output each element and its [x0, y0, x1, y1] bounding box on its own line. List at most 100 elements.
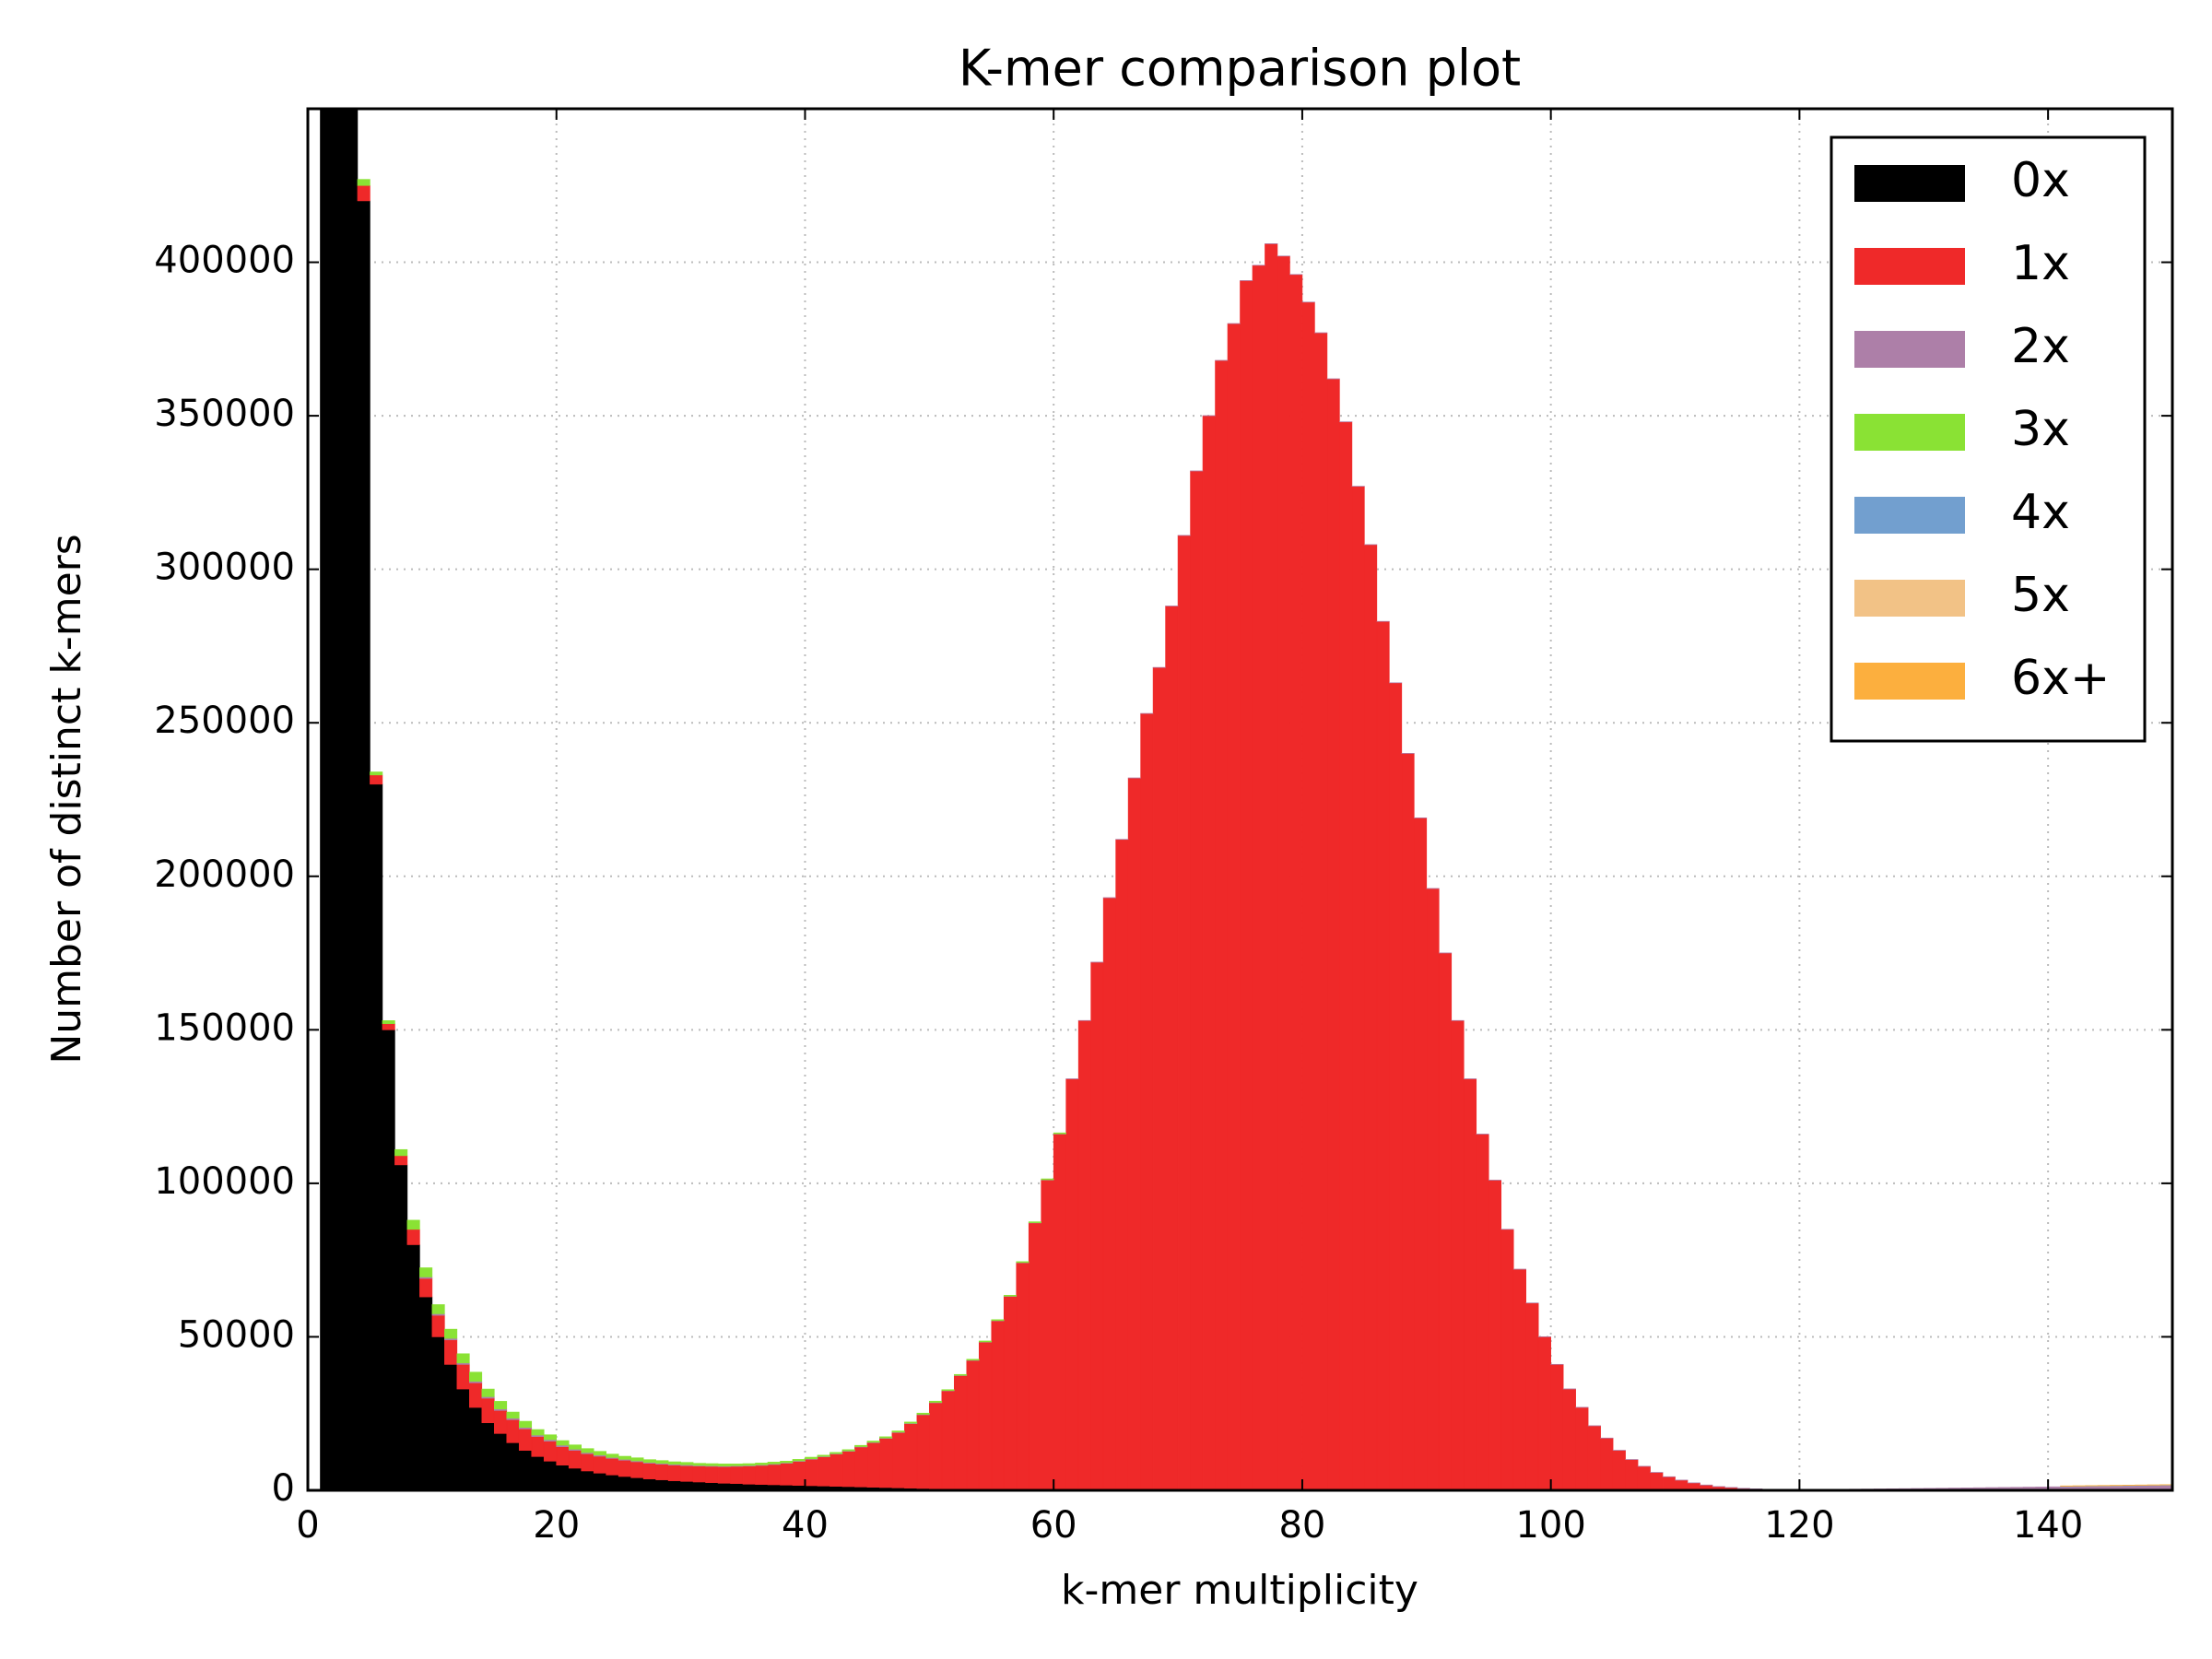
histogram-bar [717, 1466, 731, 1484]
histogram-bar [655, 1464, 669, 1480]
histogram-bar [493, 1433, 508, 1490]
y-tick-label: 250000 [154, 700, 295, 742]
histogram-bar [1476, 1134, 1489, 1490]
histogram-bar [568, 1467, 582, 1490]
histogram-bar [755, 1463, 769, 1465]
histogram-bar [382, 1020, 395, 1024]
legend-swatch [1854, 248, 1965, 285]
legend-swatch [1854, 663, 1965, 700]
histogram-bar [1426, 888, 1440, 1490]
histogram-bar [929, 1400, 943, 1403]
histogram-bar [357, 200, 371, 1490]
histogram-bar [954, 1375, 968, 1490]
histogram-bar [780, 1463, 794, 1486]
histogram-bar [966, 1359, 980, 1361]
histogram-bar [1016, 1261, 1030, 1264]
histogram-bar [518, 1420, 533, 1429]
histogram-bar [444, 1364, 458, 1490]
histogram-bar [1587, 1425, 1601, 1490]
histogram-bar [742, 1463, 756, 1466]
histogram-bar [692, 1465, 706, 1483]
histogram-bar [941, 1390, 955, 1489]
legend-label: 5x [2011, 568, 2070, 623]
x-tick-label: 40 [782, 1504, 829, 1547]
legend-label: 1x [2011, 236, 2070, 291]
y-tick-label: 150000 [154, 1006, 295, 1049]
histogram-bar [493, 1401, 508, 1410]
histogram-bar [382, 1023, 395, 1030]
histogram-bar [518, 1450, 533, 1490]
histogram-bar [1090, 961, 1104, 1490]
histogram-bar [456, 1364, 470, 1390]
histogram-bar [866, 1441, 880, 1443]
y-tick-label: 100000 [154, 1160, 295, 1203]
histogram-bar [1675, 1479, 1688, 1490]
histogram-bar [581, 1470, 594, 1490]
histogram-bar [1500, 1229, 1514, 1490]
histogram-bar [1177, 535, 1191, 1490]
histogram-bar [1240, 280, 1253, 1490]
histogram-bar [1463, 1078, 1477, 1490]
histogram-bar [630, 1477, 644, 1490]
chart-title: K-mer comparison plot [959, 40, 1521, 98]
histogram-bar [1215, 359, 1229, 1490]
histogram-bar [556, 1446, 570, 1465]
histogram-bar [481, 1397, 495, 1424]
y-tick-label: 300000 [154, 547, 295, 589]
histogram-bar [593, 1455, 606, 1474]
histogram-bar [717, 1464, 731, 1466]
histogram-bar [469, 1382, 483, 1408]
histogram-bar [1140, 712, 1154, 1490]
histogram-bar [978, 1340, 993, 1343]
histogram-bar [742, 1465, 756, 1485]
histogram-bar [1003, 1295, 1018, 1297]
histogram-bar [506, 1419, 520, 1443]
histogram-bar [680, 1465, 694, 1482]
histogram-bar [1314, 332, 1328, 1490]
histogram-bar [630, 1457, 644, 1462]
histogram-bar [543, 1441, 558, 1462]
histogram-bar [1265, 243, 1278, 1490]
histogram-bar [518, 1429, 533, 1451]
histogram-bar [866, 1442, 880, 1488]
histogram-bar [1289, 274, 1303, 1490]
histogram-bar [879, 1436, 893, 1439]
histogram-bar [817, 1454, 830, 1457]
histogram-bar [792, 1461, 806, 1486]
histogram-bar [1003, 1296, 1018, 1490]
legend-swatch [1854, 165, 1965, 202]
y-axis-label: Number of distinct k-mers [43, 534, 90, 1064]
x-tick-label: 100 [1515, 1504, 1585, 1547]
histogram-bar [406, 1244, 420, 1490]
histogram-bar [692, 1463, 706, 1466]
histogram-bar [394, 1148, 408, 1157]
histogram-bar [705, 1465, 719, 1483]
histogram-bar [581, 1453, 594, 1472]
histogram-bar [1625, 1459, 1639, 1490]
y-tick-label: 350000 [154, 393, 295, 435]
histogram-bar [1512, 1268, 1526, 1490]
histogram-bar [431, 1304, 445, 1314]
histogram-bar [805, 1456, 818, 1459]
legend-swatch [1854, 497, 1965, 534]
histogram-bar [1600, 1438, 1614, 1490]
histogram-bar [618, 1455, 631, 1460]
histogram-bar [730, 1465, 744, 1484]
histogram-bar [1401, 753, 1415, 1490]
histogram-bar [1637, 1465, 1651, 1490]
histogram-bar [991, 1320, 1005, 1490]
histogram-bar [655, 1479, 669, 1490]
histogram-bar [1053, 1132, 1066, 1135]
histogram-bar [667, 1480, 681, 1490]
x-tick-label: 20 [533, 1504, 580, 1547]
histogram-bar [1016, 1262, 1030, 1490]
legend-box [1830, 135, 2147, 743]
histogram-bar [1115, 839, 1129, 1490]
histogram-bar [543, 1434, 558, 1441]
x-axis-label: k-mer multiplicity [1061, 1567, 1418, 1614]
histogram-bar [406, 1229, 420, 1245]
histogram-bar [841, 1451, 855, 1488]
histogram-bar [830, 1453, 843, 1487]
